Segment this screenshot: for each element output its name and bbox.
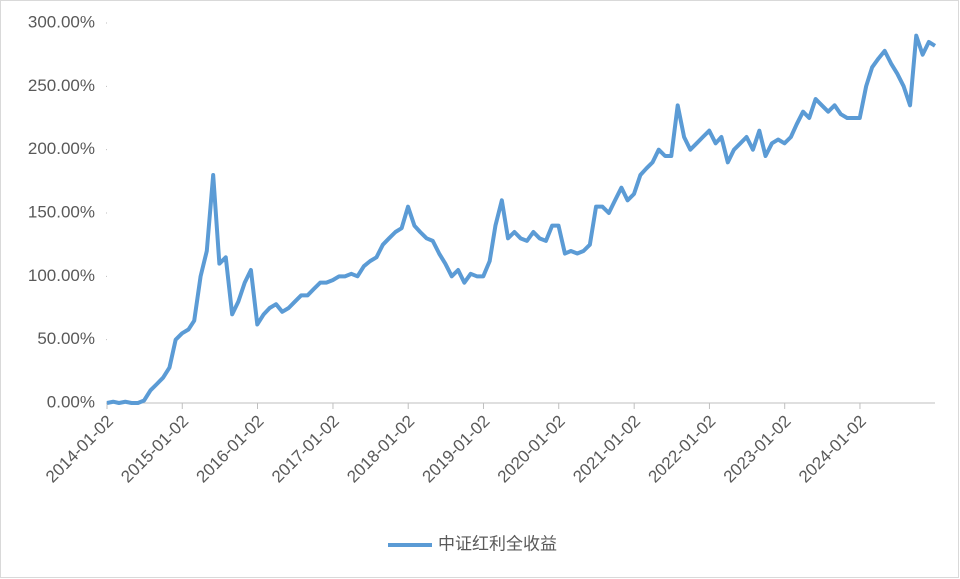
y-tick-label: 100.00% bbox=[28, 266, 95, 285]
y-tick-label: 200.00% bbox=[28, 139, 95, 158]
y-tick-label: 150.00% bbox=[28, 202, 95, 221]
legend-label: 中证红利全收益 bbox=[438, 534, 557, 553]
y-tick-label: 300.00% bbox=[28, 12, 95, 31]
series-line bbox=[106, 33, 937, 405]
y-tick-label: 250.00% bbox=[28, 76, 95, 95]
y-tick-label: 0.00% bbox=[47, 392, 95, 411]
y-tick-label: 50.00% bbox=[37, 329, 95, 348]
